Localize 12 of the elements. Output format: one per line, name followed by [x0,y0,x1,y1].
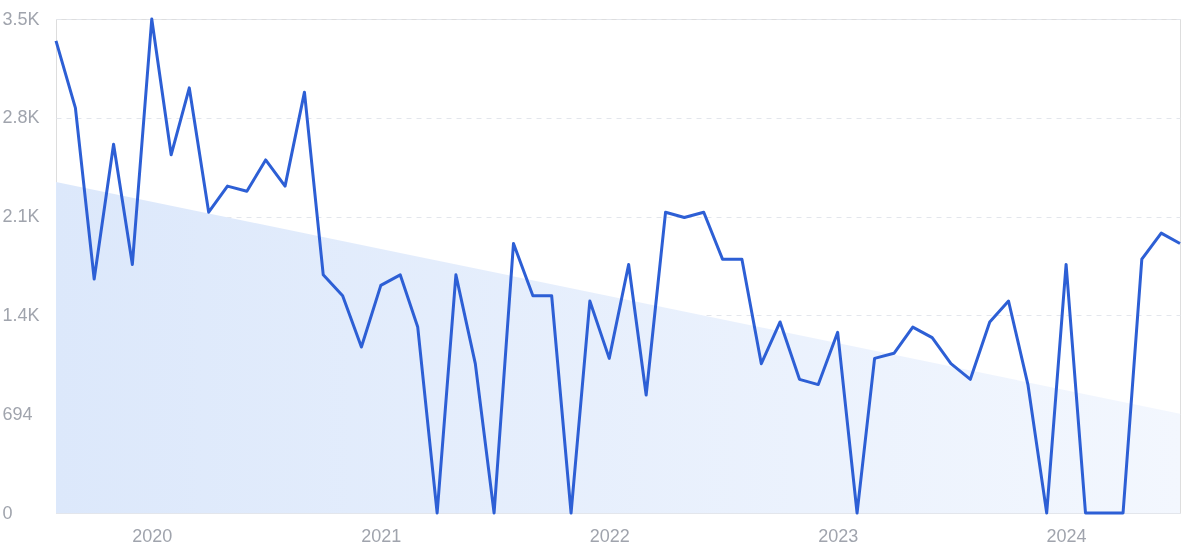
y-tick-label: 1.4K [2,304,40,325]
x-tick-label: 2024 [1046,525,1087,546]
y-tick-label: 2.1K [2,206,40,227]
line-series [54,17,1182,515]
y-tick-label: 3.5K [2,8,40,29]
y-tick-label: 694 [2,403,33,424]
x-tick-label: 2020 [132,525,173,546]
x-tick-label: 2021 [361,525,402,546]
y-tick-label: 0 [2,502,13,523]
y-tick-label: 2.8K [2,107,40,128]
x-tick-label: 2023 [818,525,859,546]
x-tick-label: 2022 [589,525,630,546]
